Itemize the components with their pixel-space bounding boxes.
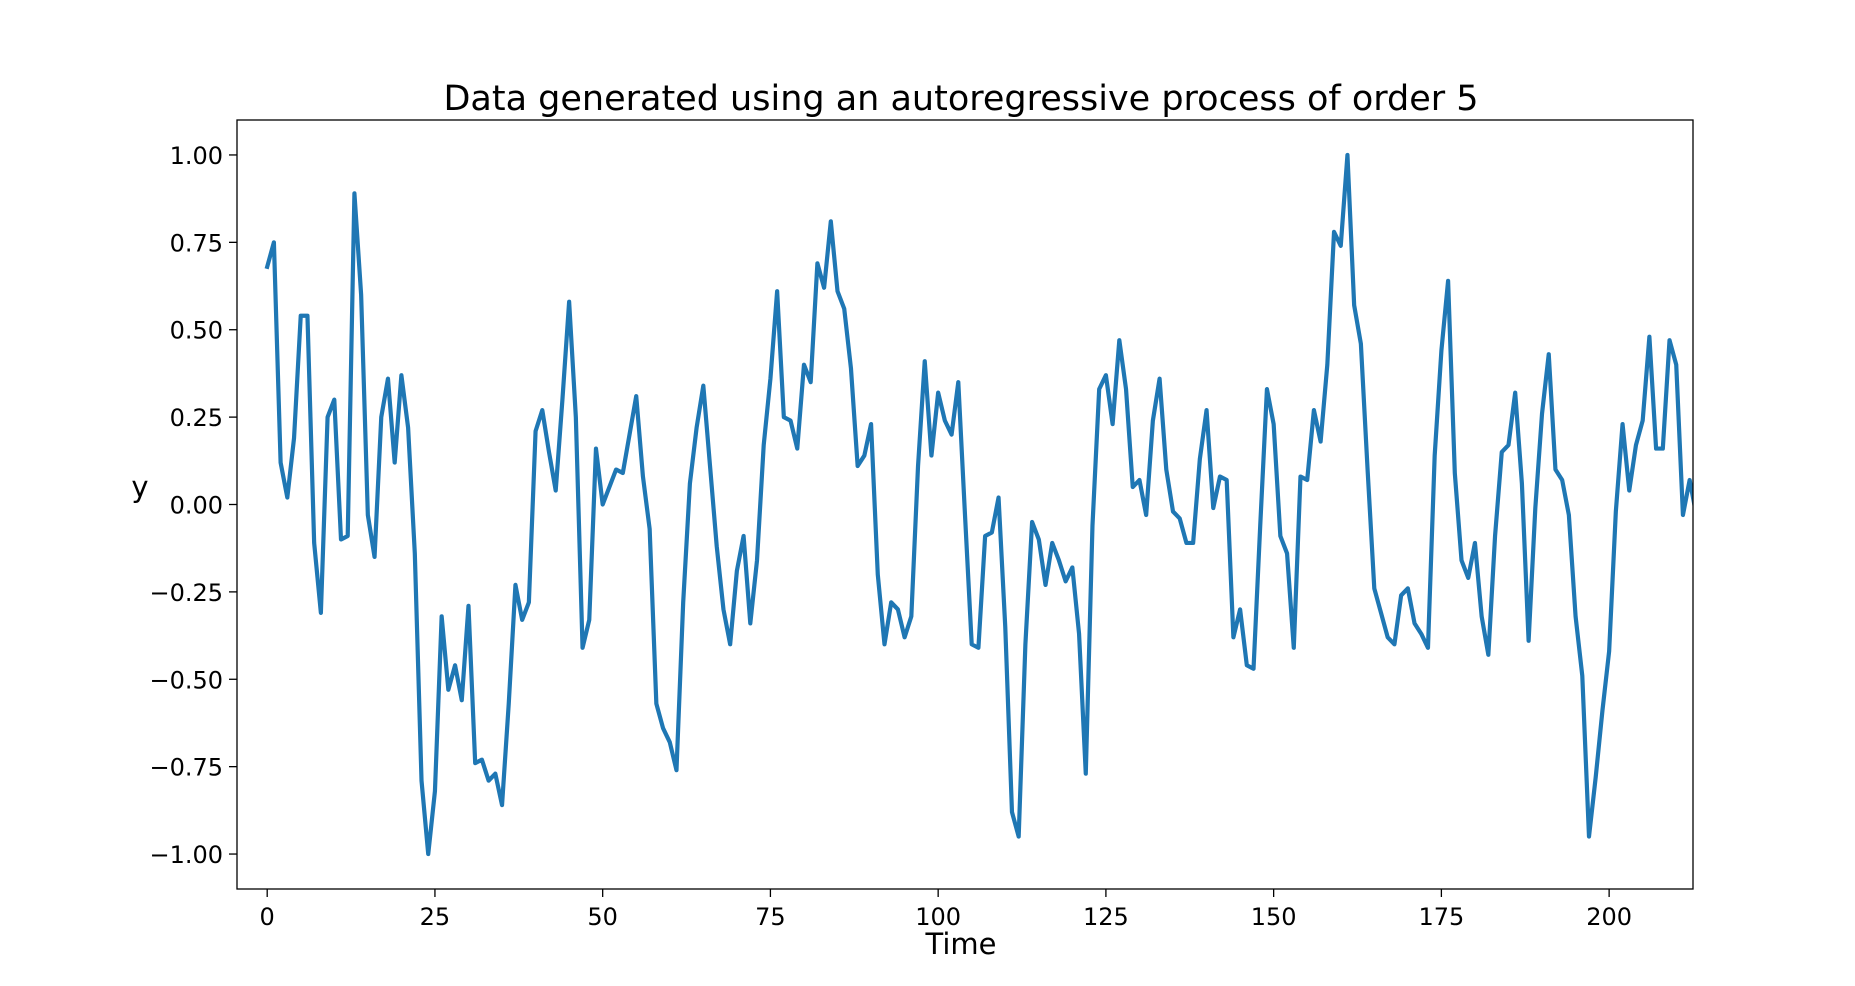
x-tick-label: 25 — [420, 903, 451, 931]
x-tick-label: 200 — [1586, 903, 1632, 931]
y-tick-label: −0.50 — [149, 666, 223, 694]
y-tick-label: −0.25 — [149, 579, 223, 607]
x-axis-label: Time — [925, 927, 997, 961]
x-tick-label: 150 — [1251, 903, 1297, 931]
chart-title: Data generated using an autoregressive p… — [443, 79, 1478, 119]
y-axis: 1.00 0.75 0.50 0.25 0.00 −0.25 −0.50 −0.75 −1.00 — [149, 142, 237, 869]
x-tick-label: 100 — [915, 903, 961, 931]
series-line — [264, 152, 1693, 857]
y-tick-label: 0.50 — [170, 317, 223, 345]
x-tick-label: 0 — [260, 903, 275, 931]
y-axis-label: y — [131, 470, 148, 504]
x-tick-label: 175 — [1418, 903, 1464, 931]
x-axis: 0 25 50 75 100 125 150 175 200 — [260, 889, 1632, 931]
plot-area — [264, 152, 1693, 857]
y-tick-label: −0.75 — [149, 754, 223, 782]
y-tick-label: −1.00 — [149, 841, 223, 869]
y-tick-label: 1.00 — [170, 142, 223, 170]
y-tick-label: 0.75 — [170, 229, 223, 257]
x-tick-label: 75 — [755, 903, 786, 931]
y-tick-label: 0.00 — [170, 492, 223, 520]
x-tick-label: 50 — [587, 903, 618, 931]
x-tick-label: 125 — [1083, 903, 1129, 931]
y-tick-label: 0.25 — [170, 404, 223, 432]
